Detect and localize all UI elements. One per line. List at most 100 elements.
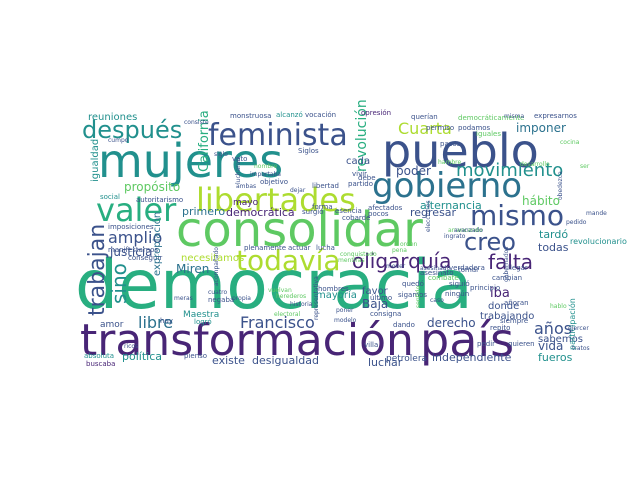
word-politica: política bbox=[122, 350, 162, 363]
word-ser: ser bbox=[580, 163, 590, 170]
word-hombres: hombres bbox=[318, 285, 349, 293]
word-combate: combate bbox=[428, 274, 459, 282]
word-lucha: lucha bbox=[316, 244, 335, 252]
word-miren: Miren bbox=[176, 262, 209, 276]
word-electoral: electoral bbox=[274, 311, 301, 318]
word-sabemos: sabemos bbox=[538, 334, 583, 345]
word-mande: mande bbox=[586, 210, 607, 217]
word-mujeres: mujeres bbox=[98, 134, 283, 188]
word-sigamos: sigamos bbox=[398, 291, 427, 299]
word-caso: caso bbox=[430, 297, 444, 304]
word-pocos: pocos bbox=[368, 210, 389, 218]
word-gobernados: gobernados bbox=[503, 247, 510, 282]
word-habito: hábito bbox=[522, 194, 560, 208]
word-vuelvan: vuelvan bbox=[268, 287, 292, 294]
word-avanzado: avanzado bbox=[454, 227, 483, 234]
word-democracia: democracia bbox=[75, 246, 473, 325]
word-derecho: derecho bbox=[427, 316, 476, 330]
word-siempre: siempre bbox=[500, 317, 528, 325]
word-iba: iba bbox=[490, 286, 510, 301]
word-libre: libre bbox=[138, 313, 173, 332]
word-negaba: negaba bbox=[208, 296, 234, 304]
word-despues: después bbox=[82, 116, 182, 144]
word-maestra: Maestra bbox=[183, 310, 219, 320]
word-desarrollo: desarrollo bbox=[520, 161, 550, 168]
word-mentiras: mentiras bbox=[338, 257, 365, 264]
word-trabajando: trabajando bbox=[480, 311, 534, 322]
word-falta: falta bbox=[488, 250, 533, 274]
word-asesinado: asesinado bbox=[420, 265, 451, 272]
word-manifestarnos: manifestarnos bbox=[108, 246, 158, 254]
word-trabajan: trabajan bbox=[85, 224, 110, 316]
word-modelo: modelo bbox=[334, 317, 357, 324]
word-participacion: participación bbox=[567, 298, 577, 350]
word-obedezca: obedezca bbox=[557, 171, 564, 200]
word-cuatro: cuatro bbox=[208, 289, 227, 296]
word-revolucion: revolución bbox=[354, 99, 370, 172]
word-reuniones: reuniones bbox=[88, 112, 137, 123]
word-tardo: tardó bbox=[539, 228, 568, 241]
word-anos: años bbox=[534, 319, 572, 338]
word-independiente: independiente bbox=[432, 351, 512, 364]
word-esencia: esencia bbox=[335, 207, 362, 215]
word-pueblo: pueblo bbox=[382, 124, 539, 178]
word-democratica: democrática bbox=[226, 206, 295, 219]
word-voto: voto bbox=[232, 155, 247, 163]
word-dando: dando bbox=[393, 321, 415, 329]
word-objetivo: objetivo bbox=[260, 178, 288, 186]
word-pienso: pienso bbox=[184, 352, 207, 360]
word-pena: pena bbox=[392, 247, 407, 254]
word-debe: debe bbox=[358, 174, 376, 182]
word-desigualdad: desigualdad bbox=[252, 354, 319, 367]
word-herederos: herederos bbox=[276, 293, 306, 300]
word-francisco: Francisco bbox=[240, 313, 315, 332]
word-representativa: representativa bbox=[313, 276, 320, 320]
word-consiste: consiste bbox=[184, 119, 209, 126]
word-misma: misma bbox=[504, 113, 524, 120]
word-poder: poder bbox=[396, 164, 431, 178]
word-alcanzo: alcanzó bbox=[276, 111, 303, 119]
word-sentido: sentido bbox=[415, 286, 422, 308]
word-asesinato: asesinato bbox=[420, 269, 454, 277]
word-monstruosa: monstruosa bbox=[230, 112, 271, 120]
word-querian: querían bbox=[411, 113, 438, 121]
word-justicia: justicia bbox=[109, 245, 153, 259]
word-cumpo: cumpo bbox=[108, 137, 129, 144]
word-llegar: llegar bbox=[508, 264, 528, 272]
word-mayo: mayo bbox=[233, 198, 259, 208]
word-ningun: ningún bbox=[445, 290, 469, 298]
word-lucharon: lucharon bbox=[235, 158, 242, 184]
word-siglos: Siglos bbox=[298, 147, 319, 155]
word-dejar: dejar bbox=[290, 187, 306, 194]
word-poner: poner bbox=[336, 307, 354, 314]
word-gobierno: gobierno bbox=[372, 166, 522, 206]
word-ingrato: ingrato bbox=[444, 233, 466, 240]
word-cambian: cambian bbox=[492, 274, 522, 282]
word-absoluta: absoluta bbox=[84, 352, 114, 360]
word-actuar: actuar bbox=[288, 244, 311, 252]
word-tomar: tomar bbox=[458, 266, 479, 274]
word-existe: existe bbox=[212, 354, 245, 367]
word-feminista: feminista bbox=[208, 118, 348, 153]
word-quedo: quedó bbox=[402, 280, 424, 288]
word-petrolera: petrolera bbox=[386, 354, 427, 364]
word-hambre: hambre bbox=[438, 159, 461, 166]
word-democraticamente: democráticamente bbox=[458, 114, 524, 122]
word-siglo: siglo bbox=[214, 151, 228, 158]
word-libertades: libertades bbox=[196, 181, 356, 219]
word-ricos: ricos bbox=[124, 343, 138, 350]
word-arrancando: arrancando bbox=[448, 227, 483, 234]
word-cada: cada bbox=[346, 156, 370, 167]
word-repito: repito bbox=[490, 324, 510, 332]
word-consolidar: consolidar bbox=[176, 202, 423, 258]
word-pedido: pedido bbox=[566, 219, 587, 226]
word-proposito: propósito bbox=[124, 180, 180, 194]
word-mover: mover bbox=[386, 263, 406, 270]
word-tratos: tratos bbox=[572, 345, 590, 352]
word-villa: villa bbox=[364, 341, 378, 349]
word-luchar: luchar bbox=[368, 356, 403, 369]
word-hablo: hablo bbox=[550, 303, 567, 310]
word-partido: partido bbox=[348, 180, 373, 188]
word-alternancia: alternancia bbox=[420, 199, 482, 212]
word-opresion: opresión bbox=[361, 109, 391, 117]
